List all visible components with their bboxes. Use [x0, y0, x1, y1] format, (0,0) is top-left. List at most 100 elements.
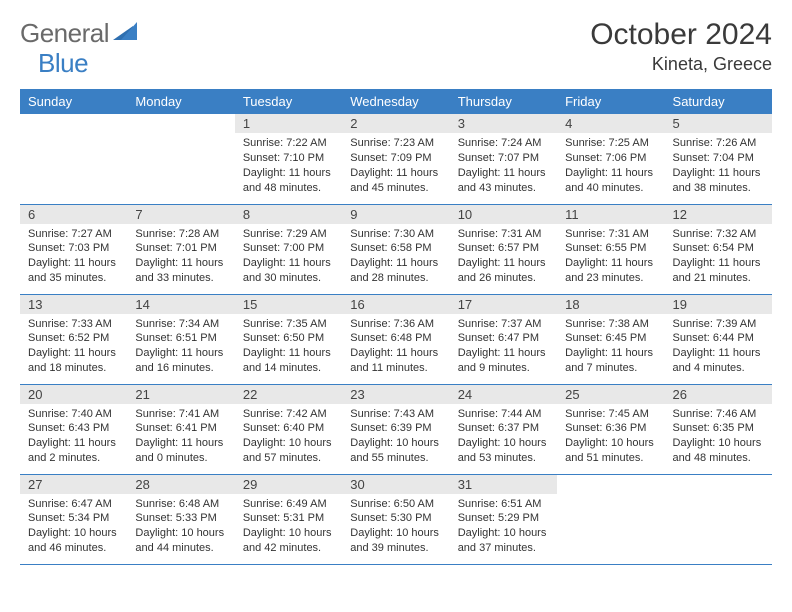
sunset-line: Sunset: 5:33 PM [135, 511, 226, 526]
day-body: Sunrise: 6:49 AMSunset: 5:31 PMDaylight:… [235, 494, 342, 562]
sunrise-line: Sunrise: 7:46 AM [673, 407, 764, 422]
sunset-line: Sunset: 6:36 PM [565, 421, 656, 436]
calendar-cell: 6Sunrise: 7:27 AMSunset: 7:03 PMDaylight… [20, 204, 127, 294]
sunset-line: Sunset: 7:04 PM [673, 151, 764, 166]
day-body: Sunrise: 6:47 AMSunset: 5:34 PMDaylight:… [20, 494, 127, 562]
sunrise-line: Sunrise: 7:45 AM [565, 407, 656, 422]
location: Kineta, Greece [590, 54, 772, 75]
calendar-cell: 13Sunrise: 7:33 AMSunset: 6:52 PMDayligh… [20, 294, 127, 384]
daylight-line: Daylight: 11 hours and 23 minutes. [565, 256, 656, 286]
brand-line2: Blue [38, 48, 88, 79]
day-number: 21 [127, 385, 234, 404]
daylight-line: Daylight: 11 hours and 21 minutes. [673, 256, 764, 286]
month-title: October 2024 [590, 18, 772, 52]
calendar-table: SundayMondayTuesdayWednesdayThursdayFrid… [20, 89, 772, 565]
calendar-cell-blank [20, 114, 127, 204]
sunrise-line: Sunrise: 7:40 AM [28, 407, 119, 422]
daylight-line: Daylight: 10 hours and 39 minutes. [350, 526, 441, 556]
sunrise-line: Sunrise: 7:43 AM [350, 407, 441, 422]
brand-part1: General [20, 18, 109, 49]
day-body: Sunrise: 7:33 AMSunset: 6:52 PMDaylight:… [20, 314, 127, 382]
sunset-line: Sunset: 6:40 PM [243, 421, 334, 436]
calendar-cell: 14Sunrise: 7:34 AMSunset: 6:51 PMDayligh… [127, 294, 234, 384]
daylight-line: Daylight: 11 hours and 0 minutes. [135, 436, 226, 466]
sunset-line: Sunset: 6:37 PM [458, 421, 549, 436]
calendar-cell: 15Sunrise: 7:35 AMSunset: 6:50 PMDayligh… [235, 294, 342, 384]
sunset-line: Sunset: 5:31 PM [243, 511, 334, 526]
sunrise-line: Sunrise: 6:47 AM [28, 497, 119, 512]
day-body: Sunrise: 7:32 AMSunset: 6:54 PMDaylight:… [665, 224, 772, 292]
day-number: 8 [235, 205, 342, 224]
sunset-line: Sunset: 5:30 PM [350, 511, 441, 526]
sunrise-line: Sunrise: 7:31 AM [458, 227, 549, 242]
calendar-cell-blank [665, 474, 772, 564]
calendar-cell: 19Sunrise: 7:39 AMSunset: 6:44 PMDayligh… [665, 294, 772, 384]
daylight-line: Daylight: 10 hours and 53 minutes. [458, 436, 549, 466]
sunrise-line: Sunrise: 7:30 AM [350, 227, 441, 242]
day-body: Sunrise: 6:50 AMSunset: 5:30 PMDaylight:… [342, 494, 449, 562]
day-number: 17 [450, 295, 557, 314]
day-body: Sunrise: 7:40 AMSunset: 6:43 PMDaylight:… [20, 404, 127, 472]
calendar-cell: 4Sunrise: 7:25 AMSunset: 7:06 PMDaylight… [557, 114, 664, 204]
calendar-row: 13Sunrise: 7:33 AMSunset: 6:52 PMDayligh… [20, 294, 772, 384]
brand-logo: General [20, 18, 137, 49]
daylight-line: Daylight: 11 hours and 28 minutes. [350, 256, 441, 286]
sunrise-line: Sunrise: 7:27 AM [28, 227, 119, 242]
daylight-line: Daylight: 11 hours and 48 minutes. [243, 166, 334, 196]
weekday-header: Friday [557, 89, 664, 114]
calendar-cell: 7Sunrise: 7:28 AMSunset: 7:01 PMDaylight… [127, 204, 234, 294]
daylight-line: Daylight: 11 hours and 38 minutes. [673, 166, 764, 196]
day-number: 13 [20, 295, 127, 314]
calendar-body: 1Sunrise: 7:22 AMSunset: 7:10 PMDaylight… [20, 114, 772, 564]
weekday-header: Sunday [20, 89, 127, 114]
sunrise-line: Sunrise: 7:37 AM [458, 317, 549, 332]
daylight-line: Daylight: 11 hours and 14 minutes. [243, 346, 334, 376]
day-body: Sunrise: 7:29 AMSunset: 7:00 PMDaylight:… [235, 224, 342, 292]
sunset-line: Sunset: 6:55 PM [565, 241, 656, 256]
day-body: Sunrise: 7:38 AMSunset: 6:45 PMDaylight:… [557, 314, 664, 382]
day-number: 30 [342, 475, 449, 494]
title-block: October 2024 Kineta, Greece [590, 18, 772, 75]
day-body: Sunrise: 7:31 AMSunset: 6:55 PMDaylight:… [557, 224, 664, 292]
day-number: 4 [557, 114, 664, 133]
daylight-line: Daylight: 11 hours and 26 minutes. [458, 256, 549, 286]
sunrise-line: Sunrise: 7:24 AM [458, 136, 549, 151]
sunrise-line: Sunrise: 7:38 AM [565, 317, 656, 332]
weekday-header: Thursday [450, 89, 557, 114]
calendar-cell: 2Sunrise: 7:23 AMSunset: 7:09 PMDaylight… [342, 114, 449, 204]
day-body: Sunrise: 6:51 AMSunset: 5:29 PMDaylight:… [450, 494, 557, 562]
day-number: 20 [20, 385, 127, 404]
day-body: Sunrise: 7:27 AMSunset: 7:03 PMDaylight:… [20, 224, 127, 292]
sunrise-line: Sunrise: 7:28 AM [135, 227, 226, 242]
day-number: 29 [235, 475, 342, 494]
calendar-cell: 30Sunrise: 6:50 AMSunset: 5:30 PMDayligh… [342, 474, 449, 564]
day-body: Sunrise: 7:34 AMSunset: 6:51 PMDaylight:… [127, 314, 234, 382]
day-body: Sunrise: 7:22 AMSunset: 7:10 PMDaylight:… [235, 133, 342, 201]
sunset-line: Sunset: 6:52 PM [28, 331, 119, 346]
day-body: Sunrise: 7:26 AMSunset: 7:04 PMDaylight:… [665, 133, 772, 201]
calendar-cell: 10Sunrise: 7:31 AMSunset: 6:57 PMDayligh… [450, 204, 557, 294]
day-body: Sunrise: 7:43 AMSunset: 6:39 PMDaylight:… [342, 404, 449, 472]
calendar-cell: 28Sunrise: 6:48 AMSunset: 5:33 PMDayligh… [127, 474, 234, 564]
daylight-line: Daylight: 11 hours and 45 minutes. [350, 166, 441, 196]
day-number: 5 [665, 114, 772, 133]
calendar-cell: 24Sunrise: 7:44 AMSunset: 6:37 PMDayligh… [450, 384, 557, 474]
calendar-cell: 8Sunrise: 7:29 AMSunset: 7:00 PMDaylight… [235, 204, 342, 294]
sunrise-line: Sunrise: 7:34 AM [135, 317, 226, 332]
sunrise-line: Sunrise: 6:48 AM [135, 497, 226, 512]
day-number: 26 [665, 385, 772, 404]
calendar-cell: 26Sunrise: 7:46 AMSunset: 6:35 PMDayligh… [665, 384, 772, 474]
daylight-line: Daylight: 11 hours and 16 minutes. [135, 346, 226, 376]
day-number: 19 [665, 295, 772, 314]
sunrise-line: Sunrise: 7:29 AM [243, 227, 334, 242]
weekday-header-row: SundayMondayTuesdayWednesdayThursdayFrid… [20, 89, 772, 114]
calendar-cell: 23Sunrise: 7:43 AMSunset: 6:39 PMDayligh… [342, 384, 449, 474]
sunrise-line: Sunrise: 7:33 AM [28, 317, 119, 332]
calendar-cell: 20Sunrise: 7:40 AMSunset: 6:43 PMDayligh… [20, 384, 127, 474]
sunrise-line: Sunrise: 7:35 AM [243, 317, 334, 332]
weekday-header: Tuesday [235, 89, 342, 114]
weekday-header: Wednesday [342, 89, 449, 114]
sunrise-line: Sunrise: 7:26 AM [673, 136, 764, 151]
daylight-line: Daylight: 11 hours and 40 minutes. [565, 166, 656, 196]
sunrise-line: Sunrise: 6:51 AM [458, 497, 549, 512]
